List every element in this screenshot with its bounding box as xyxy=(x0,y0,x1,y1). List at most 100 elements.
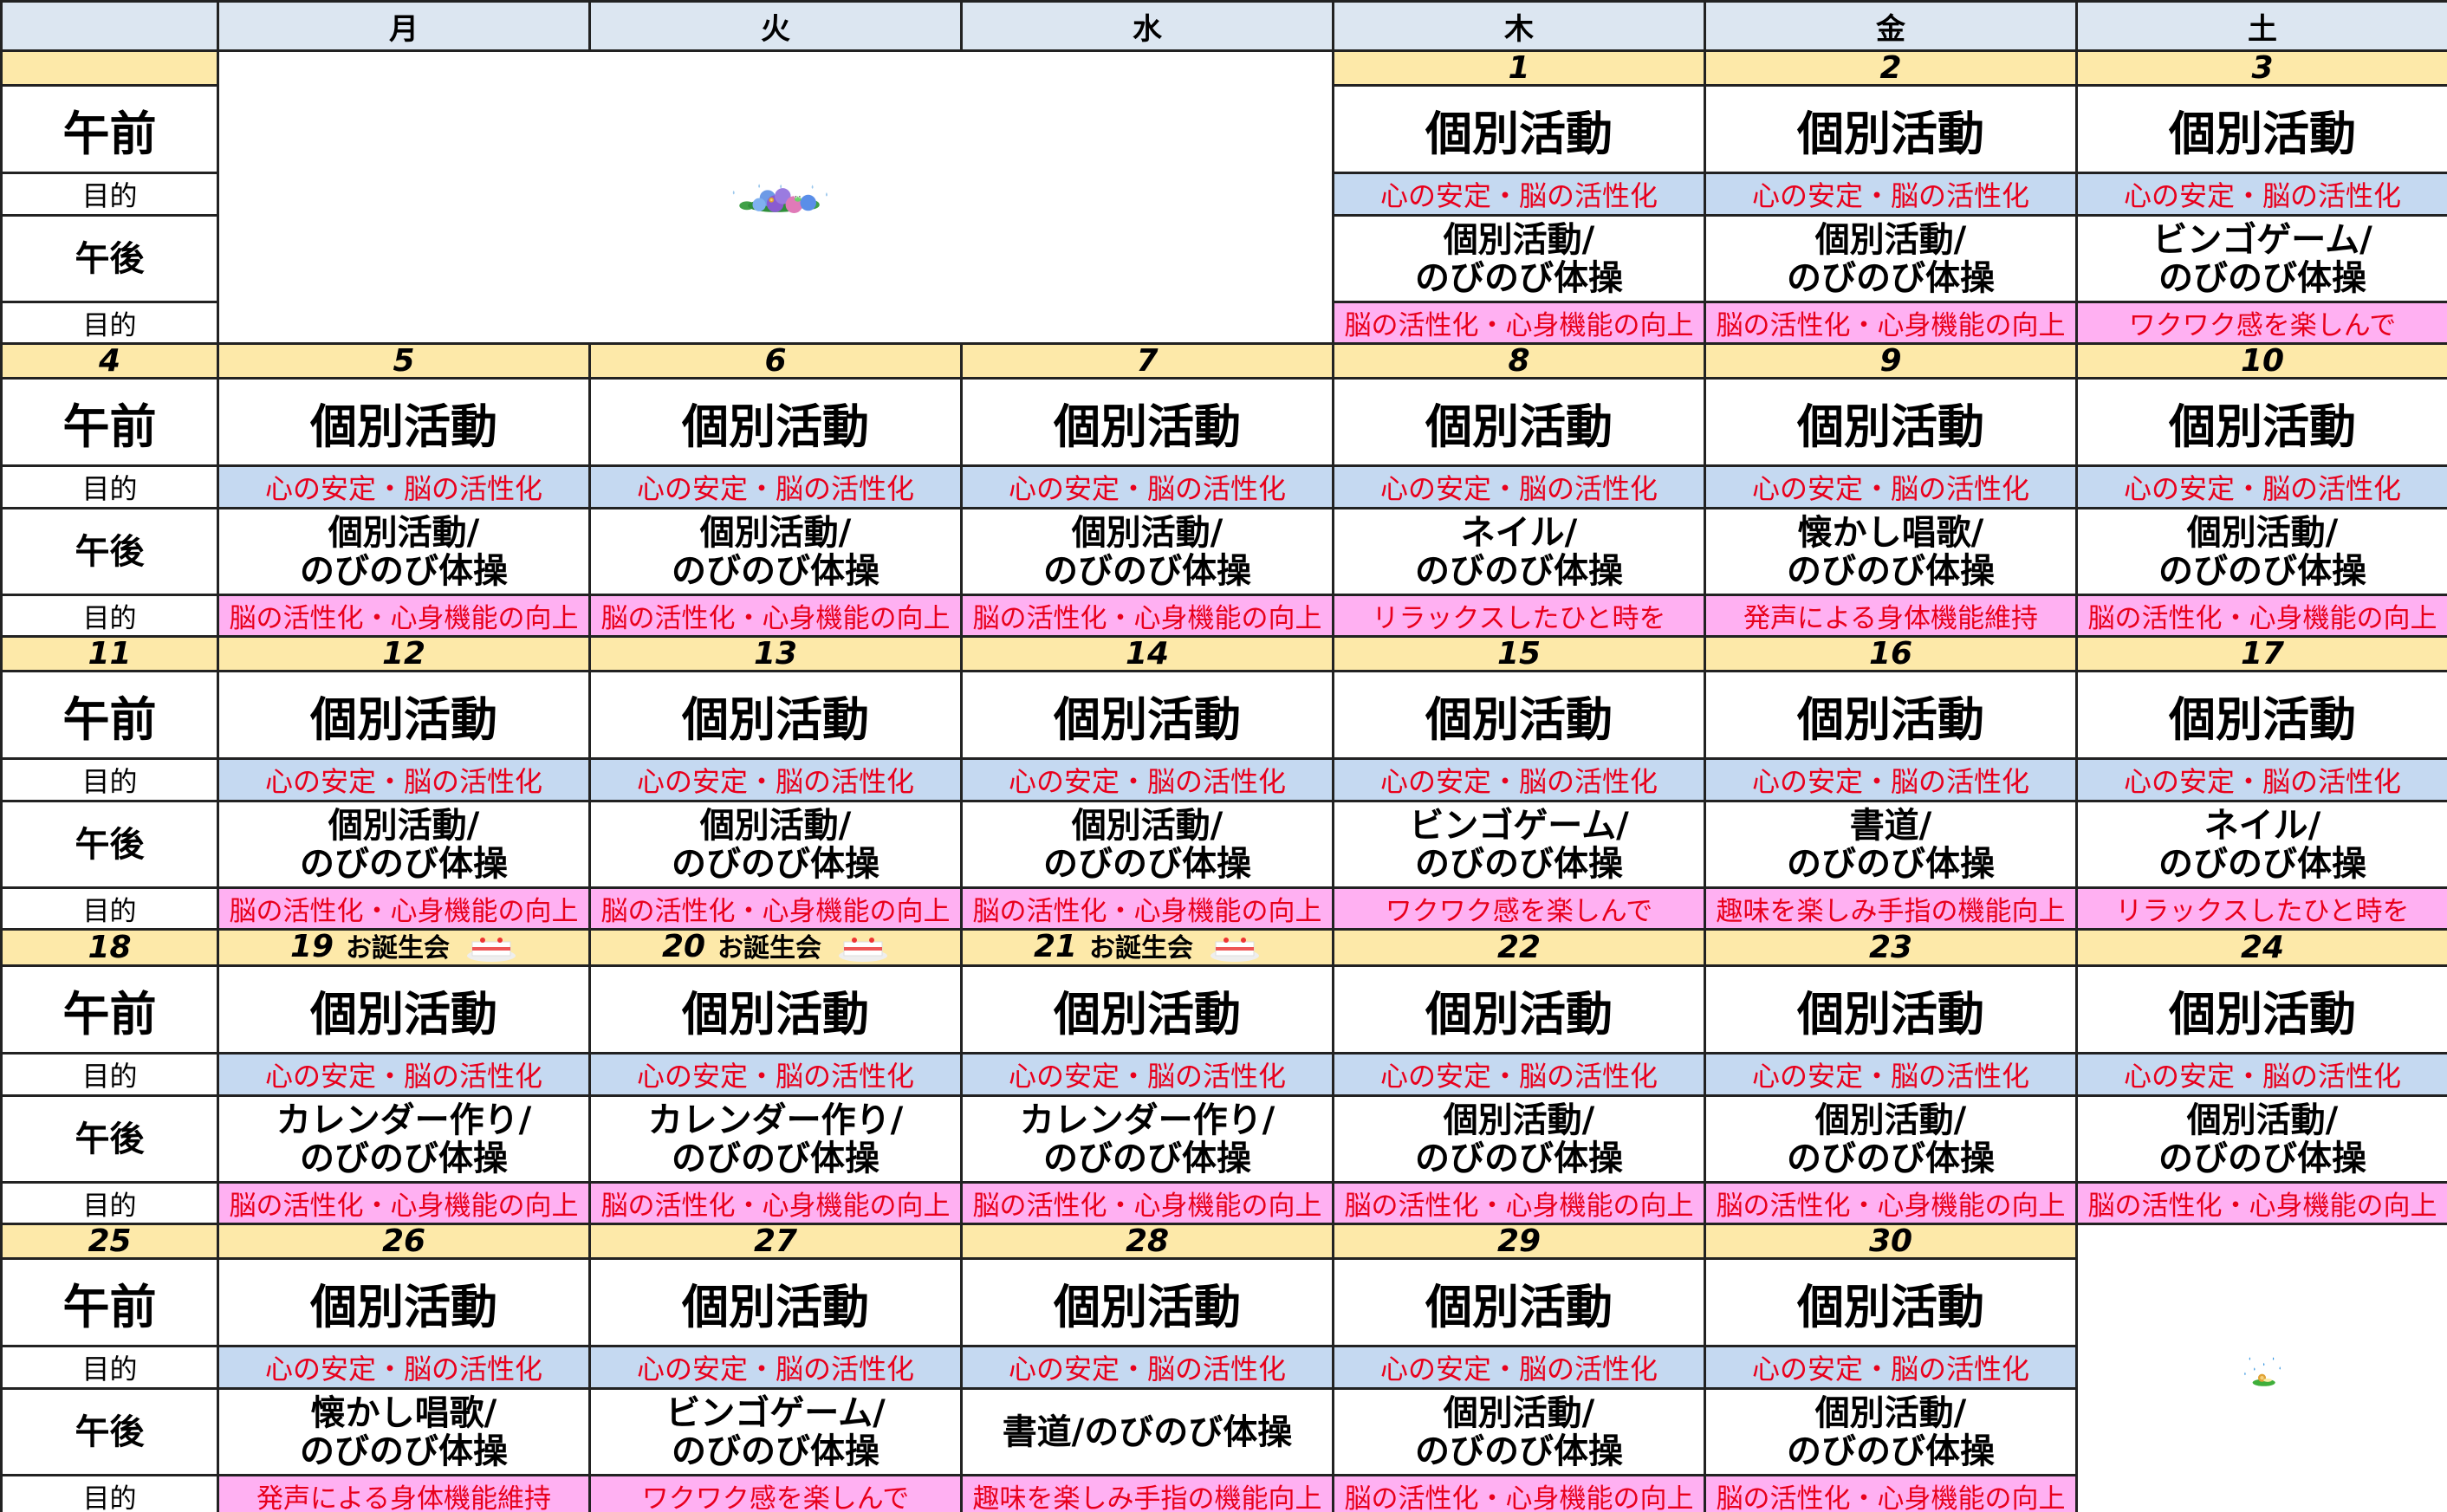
am-goal: 心の安定・脳の活性化 xyxy=(588,1052,963,1097)
pm-goal: 脳の活性化・心身機能の向上 xyxy=(2075,1181,2447,1225)
date-number: 10 xyxy=(2240,343,2285,379)
pm-goal: 脳の活性化・心身機能の向上 xyxy=(588,1181,963,1225)
date-number: 18 xyxy=(88,930,132,965)
weekday-header: 火 xyxy=(588,0,963,52)
am-goal: 心の安定・脳の活性化 xyxy=(588,757,963,802)
am-activity: 個別活動 xyxy=(588,1257,963,1347)
pm-activity-line: 個別活動/ xyxy=(699,805,852,846)
pm-activity-line: ビンゴゲーム/ xyxy=(665,1392,886,1433)
pm-activity-line: のびのび体操 xyxy=(1787,1431,1995,1471)
pm-activity-line: カレンダー作り/ xyxy=(1019,1100,1275,1140)
row-label: 午後 xyxy=(0,1094,219,1184)
pm-activity: 個別活動/のびのび体操 xyxy=(960,800,1334,889)
pm-activity-line: のびのび体操 xyxy=(300,843,508,884)
pm-activity-line: のびのび体操 xyxy=(1415,257,1623,298)
pm-activity-line: 個別活動/ xyxy=(328,512,480,553)
pm-activity-line: ネイル/ xyxy=(1460,512,1578,553)
pm-activity-line: のびのび体操 xyxy=(2158,843,2366,884)
pm-goal: ワクワク感を楽しんで xyxy=(2075,301,2447,345)
header-row: 月火水木金土 xyxy=(0,0,2447,52)
am-activity: 個別活動 xyxy=(960,964,1334,1055)
am-goal: 心の安定・脳の活性化 xyxy=(217,1052,591,1097)
date-cell: 9 xyxy=(1704,342,2078,380)
pm-activity: 個別活動/のびのび体操 xyxy=(1704,214,2078,303)
pm-row: 午後 個別活動/のびのび体操 個別活動/のびのび体操 個別活動/のびのび体操 ビンゴゲー… xyxy=(0,800,2447,889)
date-number: 24 xyxy=(2240,930,2285,965)
date-number: 5 xyxy=(393,343,415,379)
pm-row: 午後 カレンダー作り/のびのび体操 カレンダー作り/のびのび体操 カレンダー作り/のび… xyxy=(0,1094,2447,1184)
date-number: 2 xyxy=(1879,50,1902,86)
date-cell: 5 xyxy=(217,342,591,380)
am-activity: 個別活動 xyxy=(1332,377,1706,467)
date-number: 19 xyxy=(289,929,334,964)
date-cell: 27 xyxy=(588,1223,963,1260)
pm-goal: 脳の活性化・心身機能の向上 xyxy=(1704,1474,2078,1512)
am-activity: 個別活動 xyxy=(1332,84,1706,174)
row-label: 午前 xyxy=(0,377,219,467)
am-activity: 個別活動 xyxy=(960,670,1334,760)
pm-activity-line: 個別活動/ xyxy=(1814,219,1967,260)
date-number: 6 xyxy=(764,343,787,379)
pm-goal: 脳の活性化・心身機能の向上 xyxy=(960,886,1334,931)
pm-activity: 個別活動/のびのび体操 xyxy=(588,800,963,889)
goal-row: 目的 心の安定・脳の活性化 心の安定・脳の活性化 心の安定・脳の活性化 xyxy=(0,172,2447,217)
row-label: 午前 xyxy=(0,670,219,760)
pm-activity-line: のびのび体操 xyxy=(300,550,508,591)
pm-goal: 脳の活性化・心身機能の向上 xyxy=(1332,1181,1706,1225)
pm-goal: 脳の活性化・心身機能の向上 xyxy=(588,594,963,638)
am-activity: 個別活動 xyxy=(2075,964,2447,1055)
pm-row: 午後 個別活動/のびのび体操 個別活動/のびのび体操 ビンゴゲーム/のびのび体操 xyxy=(0,214,2447,303)
date-cell: 19 お誕生会 xyxy=(217,928,591,967)
pm-activity-line: のびのび体操 xyxy=(672,550,879,591)
pgoal-row: 目的 脳の活性化・心身機能の向上 脳の活性化・心身機能の向上 脳の活性化・心身機能の向… xyxy=(0,1181,2447,1225)
date-cell: 29 xyxy=(1332,1223,1706,1260)
pm-activity-line: のびのび体操 xyxy=(672,1138,879,1178)
pm-goal: 脳の活性化・心身機能の向上 xyxy=(960,594,1334,638)
goal-row: 目的 心の安定・脳の活性化 心の安定・脳の活性化 心の安定・脳の活性化 心の安定・脳の活… xyxy=(0,1345,2447,1390)
illustration-cell xyxy=(217,49,1334,345)
hydrangea-illustration xyxy=(732,184,828,213)
pm-goal: 脳の活性化・心身機能の向上 xyxy=(960,1181,1334,1225)
pm-activity-line: のびのび体操 xyxy=(1787,257,1995,298)
weekday-header: 木 xyxy=(1332,0,1706,52)
am-activity: 個別活動 xyxy=(588,377,963,467)
cake-icon xyxy=(1211,938,1260,962)
row-label: 目的 xyxy=(0,1345,219,1390)
pm-activity-line: カレンダー作り/ xyxy=(647,1100,904,1140)
date-number: 3 xyxy=(2251,50,2274,86)
pm-activity: 個別活動/のびのび体操 xyxy=(2075,1094,2447,1184)
sunday-date: 4 xyxy=(0,342,219,380)
event-note: お誕生会 xyxy=(1089,933,1194,964)
row-label: 目的 xyxy=(0,1474,219,1512)
pm-goal: 脳の活性化・心身機能の向上 xyxy=(217,886,591,931)
pm-activity-line: のびのび体操 xyxy=(2158,1138,2366,1178)
pm-activity-line: 懐かし唱歌/ xyxy=(310,1392,497,1433)
goal-row: 目的 心の安定・脳の活性化 心の安定・脳の活性化 心の安定・脳の活性化 心の安定・脳の活… xyxy=(0,757,2447,802)
pm-activity-line: のびのび体操 xyxy=(1415,843,1623,884)
pm-activity-line: 個別活動/ xyxy=(328,805,480,846)
pm-activity-line: 個別活動/ xyxy=(1071,805,1224,846)
pm-activity-line: のびのび体操 xyxy=(1043,843,1251,884)
pm-row: 午後 個別活動/のびのび体操 個別活動/のびのび体操 個別活動/のびのび体操 ネイル/の… xyxy=(0,507,2447,596)
date-cell: 24 xyxy=(2075,928,2447,967)
sunday-date xyxy=(0,49,219,87)
date-row: 18 19 お誕生会 20 お誕生会 21 お誕生会 22 23 24 xyxy=(0,928,2447,967)
row-label: 目的 xyxy=(0,594,219,638)
goal-row: 目的 心の安定・脳の活性化 心の安定・脳の活性化 心の安定・脳の活性化 心の安定・脳の活… xyxy=(0,464,2447,509)
date-number: 1 xyxy=(1508,50,1530,86)
pgoal-row: 目的 脳の活性化・心身機能の向上 脳の活性化・心身機能の向上 ワクワク感を楽しんで xyxy=(0,301,2447,345)
date-cell: 16 xyxy=(1704,635,2078,672)
am-row: 午前 個別活動 個別活動 個別活動 xyxy=(0,84,2447,174)
pm-goal: 趣味を楽しみ手指の機能向上 xyxy=(960,1474,1334,1512)
am-goal: 心の安定・脳の活性化 xyxy=(2075,1052,2447,1097)
am-goal: 心の安定・脳の活性化 xyxy=(1704,1052,2078,1097)
am-goal: 心の安定・脳の活性化 xyxy=(960,1345,1334,1390)
date-number: 4 xyxy=(98,343,121,379)
date-cell: 2 xyxy=(1704,49,2078,87)
pm-activity-line: 個別活動/ xyxy=(1443,1100,1595,1140)
am-activity: 個別活動 xyxy=(217,377,591,467)
am-activity: 個別活動 xyxy=(1704,1257,2078,1347)
date-cell: 7 xyxy=(960,342,1334,380)
pm-activity: 書道/のびのび体操 xyxy=(960,1387,1334,1476)
